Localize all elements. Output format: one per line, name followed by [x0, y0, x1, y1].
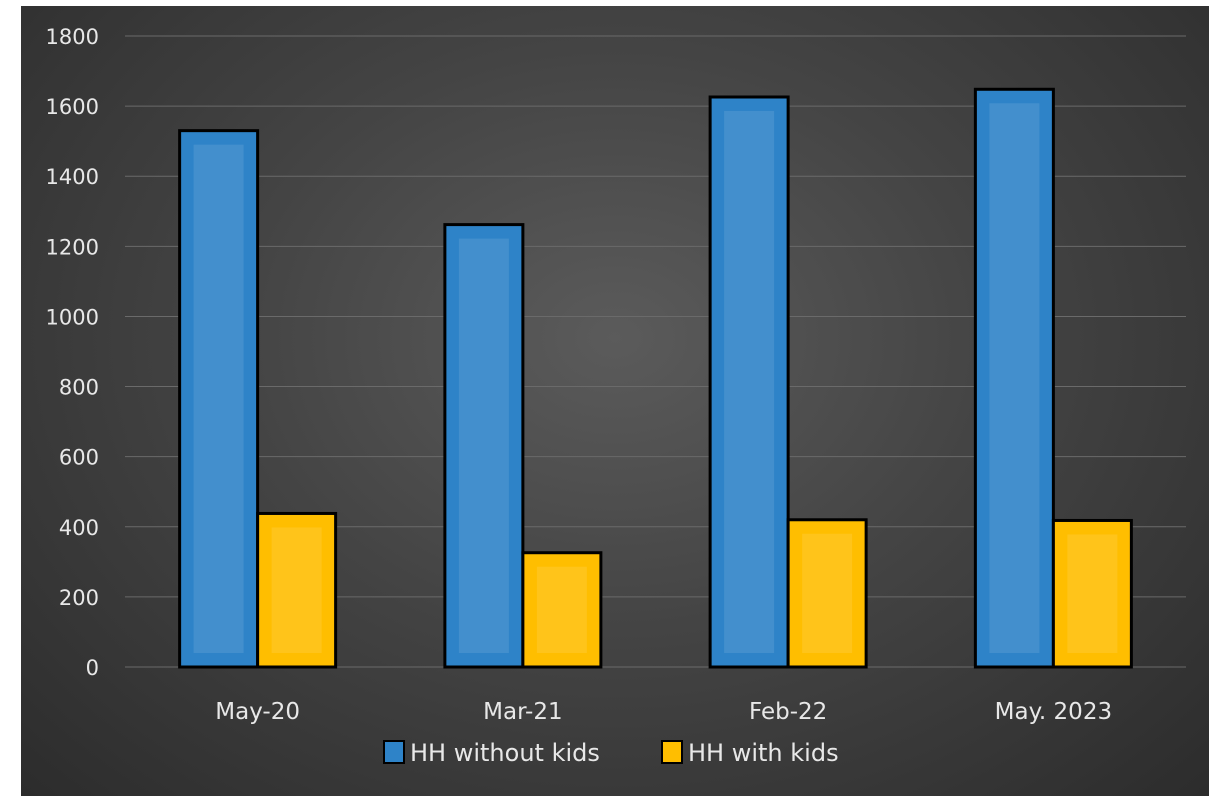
bar-highlight — [989, 103, 1040, 654]
bar-without-kids — [708, 95, 790, 669]
bar-without-kids — [443, 223, 525, 669]
y-tick-label: 1800 — [46, 25, 99, 49]
y-tick-label: 1400 — [46, 165, 99, 189]
bar-body — [786, 518, 868, 669]
bars — [178, 87, 1133, 669]
legend-label-without-kids: HH without kids — [410, 739, 600, 767]
legend-swatch-without-kids — [383, 740, 405, 764]
x-category-label: Feb-22 — [749, 699, 827, 725]
bar-without-kids — [973, 87, 1055, 669]
y-axis-ticks: 0 200 400 600 800 1000 1200 1400 1600 1800 — [46, 25, 99, 680]
y-tick-label: 1200 — [46, 235, 99, 259]
y-tick-label: 200 — [59, 586, 99, 610]
y-tick-label: 600 — [59, 446, 99, 470]
bar-body — [443, 223, 525, 669]
y-tick-label: 0 — [86, 656, 99, 680]
legend-swatch-with-kids — [661, 740, 683, 764]
bar-with-kids — [786, 518, 868, 669]
bar-body — [256, 511, 338, 669]
bar-highlight — [1067, 534, 1118, 653]
x-category-label: May-20 — [215, 699, 300, 725]
bar-with-kids — [521, 551, 603, 669]
bar-highlight — [193, 144, 244, 653]
legend: HH without kids HH with kids — [383, 739, 839, 767]
bar-highlight — [724, 110, 775, 654]
legend-label-with-kids: HH with kids — [688, 739, 839, 767]
bar-with-kids — [256, 511, 338, 669]
bar-body — [708, 95, 790, 669]
x-category-label: May. 2023 — [995, 699, 1112, 725]
y-tick-label: 1600 — [46, 95, 99, 119]
bar-body — [521, 551, 603, 669]
bar-body — [178, 129, 260, 669]
bar-highlight — [802, 533, 853, 653]
bar-highlight — [458, 238, 509, 654]
y-tick-label: 800 — [59, 376, 99, 400]
bar-chart: 0 200 400 600 800 1000 1200 1400 1600 1800 May-20… — [46, 25, 1186, 767]
bar-highlight — [271, 527, 322, 653]
x-category-label: Mar-21 — [483, 699, 563, 725]
x-axis-categories: May-20 Mar-21 Feb-22 May. 2023 — [215, 699, 1112, 725]
bar-highlight — [536, 566, 587, 653]
chart-area: 0 200 400 600 800 1000 1200 1400 1600 1800 May-20… — [21, 6, 1209, 796]
bar-with-kids — [1051, 518, 1133, 669]
y-tick-label: 400 — [59, 516, 99, 540]
y-tick-label: 1000 — [46, 305, 99, 329]
bar-body — [1051, 518, 1133, 669]
bar-without-kids — [178, 129, 260, 669]
bar-body — [973, 87, 1055, 669]
